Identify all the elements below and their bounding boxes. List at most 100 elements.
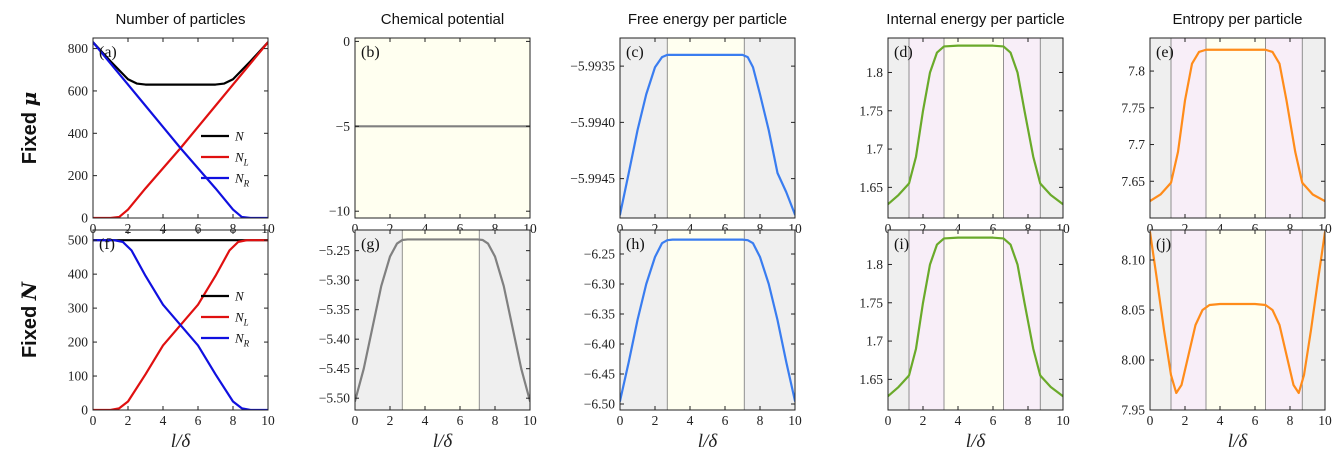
row-label-symbol: μ <box>17 92 41 107</box>
region-shading <box>667 230 744 410</box>
x-tick-label: 2 <box>920 413 927 428</box>
x-tick-label: 4 <box>1217 413 1224 428</box>
x-axis-label-4: l/δ <box>966 431 987 452</box>
y-tick-label: −5.50 <box>319 391 350 406</box>
row-label-2: Fixed N <box>17 281 41 358</box>
x-tick-label: 6 <box>457 413 464 428</box>
y-tick-label: 1.75 <box>859 295 883 310</box>
region-shading <box>1040 230 1063 410</box>
panel-d: 0 2 4 6 8 101.651.71.751.8(d) <box>859 38 1070 236</box>
series-line-n <box>93 42 268 84</box>
panel-label: (a) <box>99 44 117 61</box>
region-shading <box>355 38 530 218</box>
x-tick-label: 4 <box>955 413 962 428</box>
x-tick-label: 0 <box>352 413 359 428</box>
legend-label: NR <box>234 171 250 189</box>
x-tick-label: 10 <box>788 413 802 428</box>
y-tick-label: −5.25 <box>319 243 350 258</box>
legend-label: NL <box>234 310 249 328</box>
x-tick-label: 0 <box>90 413 97 428</box>
x-tick-label: 2 <box>1182 413 1189 428</box>
y-tick-label: 1.7 <box>866 334 883 349</box>
x-tick-label: 8 <box>1287 413 1294 428</box>
x-tick-label: 10 <box>1318 413 1332 428</box>
x-tick-label: 0 <box>1147 413 1154 428</box>
x-tick-label: 8 <box>1025 413 1032 428</box>
row-label-text: Fixed <box>19 106 41 164</box>
y-tick-label: 1.75 <box>859 103 883 118</box>
y-tick-label: 500 <box>68 233 89 248</box>
legend-label: N <box>234 289 245 304</box>
region-shading <box>888 38 909 218</box>
x-tick-label: 6 <box>722 413 729 428</box>
y-tick-label: −6.35 <box>584 307 615 322</box>
panel-label: (j) <box>1156 236 1171 253</box>
region-shading <box>1206 38 1266 218</box>
y-tick-label: 1.8 <box>866 65 883 80</box>
x-axis-label-2: l/δ <box>433 431 454 452</box>
region-shading <box>620 230 667 410</box>
region-shading <box>888 230 909 410</box>
panel-g: 0 2 4 6 8 10−5.50−5.45−5.40−5.35−5.30−5.25 (g) <box>319 230 537 428</box>
legend-label: NL <box>234 150 249 168</box>
region-shading <box>1171 230 1206 410</box>
region-shading <box>1040 38 1063 218</box>
panel-e: 0 2 4 6 8 107.657.77.757.8(e) <box>1121 38 1332 236</box>
x-tick-label: 6 <box>1252 413 1259 428</box>
series-line-n-r <box>93 240 268 410</box>
panel-b: 0 2 4 6 8 10−10−50(b) <box>329 34 537 236</box>
y-tick-label: −6.25 <box>584 247 615 262</box>
x-tick-label: 8 <box>492 413 499 428</box>
x-tick-label: 2 <box>652 413 659 428</box>
x-tick-label: 4 <box>422 413 429 428</box>
y-tick-label: 400 <box>68 126 89 141</box>
x-tick-label: 0 <box>885 413 892 428</box>
region-shading <box>744 230 795 410</box>
y-tick-label: 7.95 <box>1121 403 1145 418</box>
region-shading <box>1266 38 1303 218</box>
x-tick-label: 6 <box>195 413 202 428</box>
region-shading <box>1266 230 1303 410</box>
row-label-symbol: N <box>17 281 41 301</box>
y-tick-label: 8.10 <box>1121 253 1145 268</box>
y-tick-label: −5.45 <box>319 361 350 376</box>
legend-label: NR <box>234 331 250 349</box>
y-tick-label: −6.50 <box>584 397 615 412</box>
legend-subscript: L <box>243 318 249 328</box>
panel-label: (b) <box>361 44 380 61</box>
y-tick-label: 0 <box>343 34 350 49</box>
x-tick-label: 8 <box>757 413 764 428</box>
y-tick-label: 100 <box>68 369 89 384</box>
y-tick-label: 7.65 <box>1121 174 1145 189</box>
y-tick-label: −6.45 <box>584 367 615 382</box>
x-tick-label: 4 <box>687 413 694 428</box>
x-tick-label: 6 <box>990 413 997 428</box>
region-shading <box>1206 230 1266 410</box>
y-tick-label: 0 <box>81 403 88 418</box>
y-tick-label: −6.40 <box>584 337 615 352</box>
y-tick-label: −10 <box>329 204 350 219</box>
column-title-2: Chemical potential <box>381 11 504 28</box>
y-tick-label: −5.40 <box>319 332 350 347</box>
x-axis-label-1: l/δ <box>171 431 192 452</box>
y-tick-label: 1.65 <box>859 180 883 195</box>
y-tick-label: 7.7 <box>1128 137 1145 152</box>
y-tick-label: 0 <box>81 211 88 226</box>
x-tick-label: 10 <box>261 413 275 428</box>
y-tick-label: −5 <box>336 119 351 134</box>
region-shading <box>1004 38 1041 218</box>
region-shading <box>479 230 530 410</box>
panels: 0 2 4 6 8 100200400600800 (a)NNLNR0 2 4 6 8 10−10−5… <box>68 34 1332 428</box>
region-shading <box>1004 230 1041 410</box>
column-title-1: Number of particles <box>115 11 245 28</box>
x-tick-label: 10 <box>1056 413 1070 428</box>
region-shading <box>944 230 1004 410</box>
panel-h: 0 2 4 6 8 10 −6.50 −6.45 −6.40 −6.35 −6.30 −6.25 (h) <box>584 230 802 428</box>
y-tick-label: −5.30 <box>319 273 350 288</box>
region-shading <box>402 230 479 410</box>
row-label-text: Fixed <box>19 300 41 358</box>
x-tick-label: 8 <box>230 413 237 428</box>
x-axis-label-3: l/δ <box>698 431 719 452</box>
